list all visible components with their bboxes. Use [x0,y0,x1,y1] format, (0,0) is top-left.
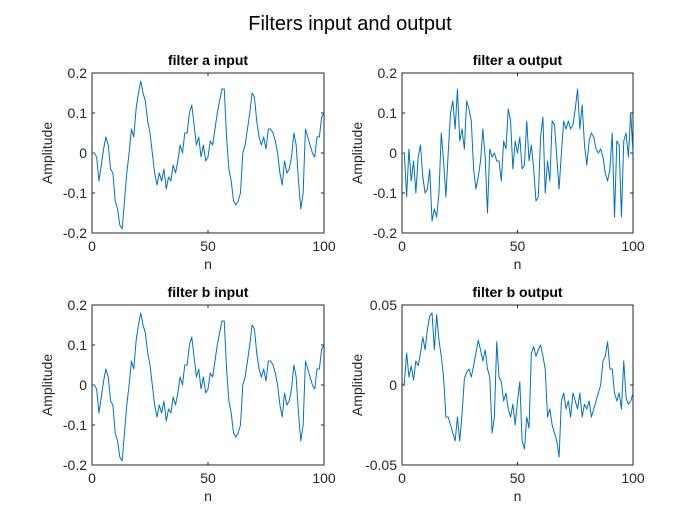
x-tick-label: 100 [621,238,645,254]
subplot-filter-b-input: 0 50 100 -0.2 -0.1 0 0.1 0.2 filter b input n Ampl… [39,284,336,504]
y-tick-label: -0.2 [63,225,87,241]
y-tick-label: -0.2 [63,457,87,473]
series-line [92,80,325,230]
subplot-filter-a-input: 0 50 100 -0.2 -0.1 0 0.1 0.2 filter a input n Ampl… [39,52,336,272]
y-tick-label: -0.05 [365,457,397,473]
x-tick-label: 50 [200,238,216,254]
x-tick-label: 100 [312,238,336,254]
y-axis-label: Amplitude [349,354,365,416]
y-tick-label: 0.1 [378,105,398,121]
x-axis-label: n [514,488,522,504]
y-tick-label: 0 [79,145,87,161]
y-tick-label: 0.2 [68,65,88,81]
subplot-title: filter a input [168,52,248,68]
x-axis-label: n [514,256,522,272]
x-tick-label: 0 [88,470,96,486]
x-tick-label: 0 [398,470,406,486]
y-tick-label: 0 [389,145,397,161]
subplot-title: filter b output [472,284,563,300]
series-line [402,88,634,222]
y-tick-label: 0.05 [370,297,397,313]
y-axis-label: Amplitude [39,354,55,416]
x-tick-label: 0 [398,238,406,254]
y-tick-label: 0.2 [68,297,88,313]
x-axis-label: n [204,256,212,272]
y-tick-label: 0 [389,377,397,393]
x-axis-label: n [204,488,212,504]
subplot-title: filter a output [473,52,563,68]
axes-frame [91,304,325,466]
y-tick-label: -0.1 [373,185,397,201]
axes-frame [91,72,325,234]
subplot-title: filter b input [168,284,249,300]
y-tick-label: 0.1 [68,337,88,353]
x-tick-label: 100 [312,470,336,486]
y-tick-label: -0.1 [63,185,87,201]
y-tick-label: -0.1 [63,417,87,433]
y-tick-label: 0 [79,377,87,393]
y-tick-label: -0.2 [373,225,397,241]
axes-frame [401,304,634,466]
x-tick-label: 50 [200,470,216,486]
x-tick-label: 50 [510,470,526,486]
y-tick-label: 0.1 [68,105,88,121]
y-axis-label: Amplitude [39,122,55,184]
series-line [401,312,634,458]
subplot-filter-a-output: 0 50 100 -0.2 -0.1 0 0.1 0.2 filter a output n Amp… [349,52,645,272]
x-tick-label: 50 [510,238,526,254]
series-line [92,312,325,462]
y-axis-label: Amplitude [349,122,365,184]
y-tick-label: 0.2 [378,65,398,81]
figure-title: Filters input and output [248,13,452,35]
x-tick-label: 0 [88,238,96,254]
x-tick-label: 100 [621,470,645,486]
